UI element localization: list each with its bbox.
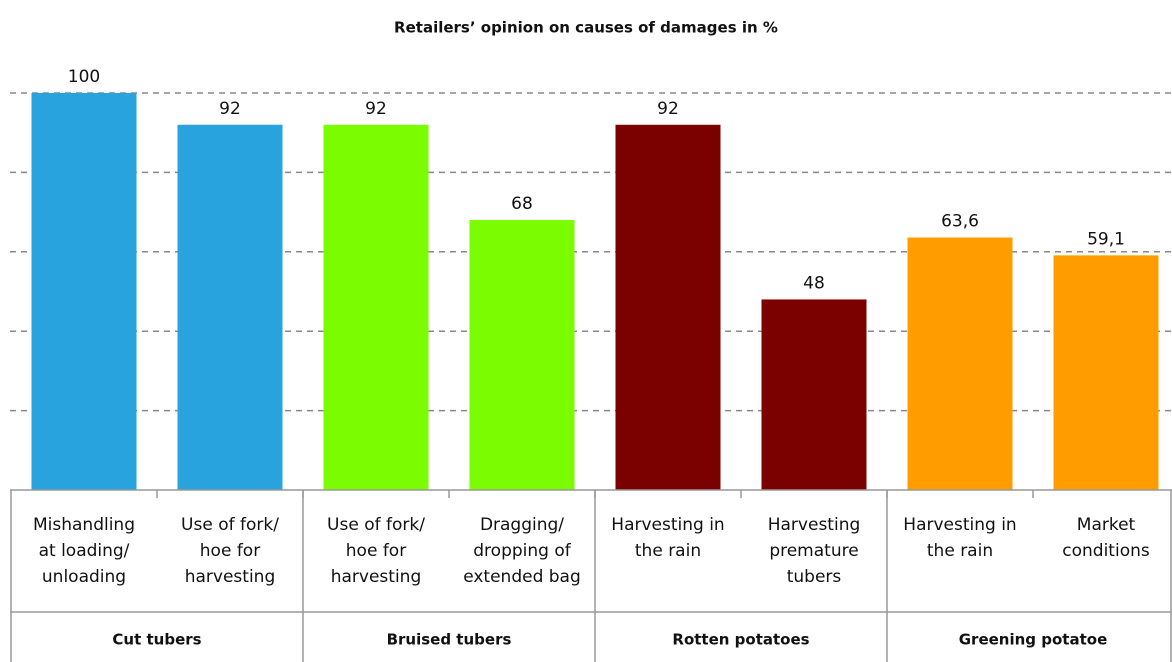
x-tick-label: unloading <box>42 567 126 587</box>
x-tick-label: tubers <box>787 567 842 587</box>
bar <box>31 93 137 490</box>
x-tick-label: Market <box>1077 515 1136 535</box>
group-label: Bruised tubers <box>387 631 512 649</box>
x-tick-label: the rain <box>927 541 993 561</box>
value-label: 92 <box>219 99 241 119</box>
bar <box>177 124 283 490</box>
x-tick-label: Dragging/ <box>480 515 564 535</box>
bar <box>615 124 721 490</box>
x-tick-label: extended bag <box>463 567 581 587</box>
x-tick-label: Harvesting <box>768 515 861 535</box>
group-label: Cut tubers <box>112 631 201 649</box>
bar <box>1053 255 1159 490</box>
x-tick-label: harvesting <box>185 567 276 587</box>
x-tick-label: harvesting <box>331 567 422 587</box>
value-label: 48 <box>803 273 825 293</box>
x-tick-label: at loading/ <box>39 541 130 561</box>
value-label: 92 <box>365 99 387 119</box>
value-label: 92 <box>657 99 679 119</box>
x-tick-label: Use of fork/ <box>181 515 279 535</box>
group-label: Rotten potatoes <box>672 631 809 649</box>
x-tick-label: Harvesting in <box>611 515 724 535</box>
value-label: 59,1 <box>1087 229 1125 249</box>
value-label: 100 <box>68 67 100 87</box>
x-tick-label: premature <box>769 541 858 561</box>
bar <box>323 124 429 490</box>
x-tick-label: hoe for <box>200 541 260 561</box>
bar <box>761 299 867 490</box>
bar <box>469 220 575 491</box>
value-label: 68 <box>511 194 533 214</box>
x-tick-label: conditions <box>1062 541 1150 561</box>
chart-title: Retailers’ opinion on causes of damages … <box>394 19 778 37</box>
value-label: 63,6 <box>941 212 979 232</box>
group-label: Greening potatoe <box>959 631 1108 649</box>
x-tick-label: hoe for <box>346 541 406 561</box>
bar <box>907 237 1013 490</box>
x-tick-label: dropping of <box>473 541 571 561</box>
x-tick-label: Mishandling <box>33 515 135 535</box>
x-tick-label: the rain <box>635 541 701 561</box>
x-tick-label: Use of fork/ <box>327 515 425 535</box>
x-tick-label: Harvesting in <box>903 515 1016 535</box>
